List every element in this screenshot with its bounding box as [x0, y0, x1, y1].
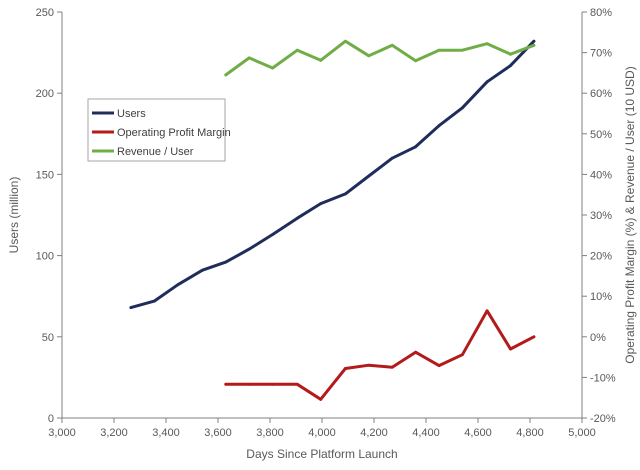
data-point-users — [532, 39, 536, 43]
data-point-operating-profit-margin — [367, 363, 371, 367]
x-tick-label: 4,800 — [516, 427, 544, 439]
y-tick-label: 150 — [36, 169, 54, 181]
data-point-users — [344, 192, 347, 196]
data-point-users — [271, 233, 274, 236]
y-tick-label: 200 — [36, 88, 54, 100]
data-point-operating-profit-margin — [461, 353, 464, 357]
data-point-operating-profit-margin — [224, 382, 228, 386]
data-point-users — [201, 268, 204, 272]
data-point-users — [485, 80, 489, 84]
data-point-users — [461, 106, 464, 110]
data-point-operating-profit-margin — [295, 382, 299, 386]
data-point-operating-profit-margin — [319, 397, 323, 401]
data-point-revenue-user — [344, 39, 347, 43]
data-point-revenue-user — [414, 59, 417, 63]
data-point-operating-profit-margin — [390, 365, 394, 369]
data-point-users — [437, 124, 441, 128]
data-point-users — [176, 283, 180, 287]
x-tick-label: 3,000 — [48, 427, 76, 439]
y2-tick-label: 80% — [590, 7, 612, 19]
data-point-revenue-user — [437, 48, 441, 52]
data-point-operating-profit-margin — [344, 367, 347, 370]
data-point-operating-profit-margin — [414, 350, 417, 354]
axes: 3,000 3,200 3,400 3,600 3,800 4,000 4,200 4,400… — [36, 7, 616, 439]
data-point-revenue-user — [390, 43, 394, 47]
data-point-users — [224, 260, 228, 264]
data-point-revenue-user — [532, 43, 536, 47]
y-tick-label: 50 — [42, 332, 54, 344]
data-point-revenue-user — [319, 58, 323, 62]
series-line-operating-profit-margin — [224, 309, 536, 401]
data-point-users — [295, 216, 299, 220]
x-tick-label: 4,400 — [412, 427, 440, 439]
data-point-users — [247, 247, 251, 251]
series-line-revenue-user — [224, 39, 536, 77]
y2-tick-label: 70% — [590, 48, 612, 60]
series-layer — [129, 39, 536, 401]
data-point-revenue-user — [367, 54, 371, 58]
legend-label-revenue-user: Revenue / User — [117, 146, 194, 158]
data-point-revenue-user — [224, 73, 228, 77]
data-point-users — [129, 306, 133, 309]
data-point-users — [414, 145, 417, 149]
y-tick-label: 0 — [48, 413, 54, 425]
legend: Users Operating Profit Margin Revenue / Us… — [87, 98, 231, 162]
y2-tick-label: -10% — [590, 372, 616, 384]
data-point-operating-profit-margin — [509, 347, 512, 351]
y-axis-title: Users (million) — [7, 177, 21, 254]
legend-label-operating-profit-margin: Operating Profit Margin — [117, 127, 231, 139]
data-point-operating-profit-margin — [532, 335, 536, 339]
x-tick-label: 4,600 — [464, 427, 492, 439]
data-point-revenue-user — [295, 48, 299, 52]
data-point-revenue-user — [461, 48, 464, 52]
y2-tick-label: 10% — [590, 291, 612, 303]
y2-tick-label: 0% — [590, 332, 606, 344]
y2-axis-title: Operating Profit Margin (%) & Revenue / … — [623, 66, 637, 363]
y-tick-label: 250 — [36, 7, 54, 19]
y2-tick-label: 20% — [590, 251, 612, 263]
x-tick-label: 5,000 — [568, 427, 596, 439]
data-point-revenue-user — [247, 56, 251, 60]
data-point-operating-profit-margin — [271, 382, 274, 386]
data-point-users — [319, 202, 323, 206]
x-tick-label: 3,800 — [256, 427, 284, 439]
y2-tick-label: 40% — [590, 169, 612, 181]
data-point-revenue-user — [485, 42, 489, 46]
data-point-operating-profit-margin — [247, 382, 251, 386]
data-point-users — [509, 64, 512, 67]
data-point-users — [390, 156, 394, 160]
data-point-operating-profit-margin — [485, 309, 489, 313]
y2-tick-label: 50% — [590, 129, 612, 141]
x-tick-label: 3,600 — [204, 427, 232, 439]
y-tick-label: 100 — [36, 251, 54, 263]
data-point-revenue-user — [271, 66, 274, 70]
x-tick-label: 3,400 — [152, 427, 180, 439]
x-tick-label: 4,200 — [360, 427, 388, 439]
data-point-users — [152, 299, 156, 303]
x-tick-label: 3,200 — [100, 427, 128, 439]
x-tick-label: 4,000 — [308, 427, 336, 439]
y2-tick-label: 30% — [590, 210, 612, 222]
data-point-revenue-user — [509, 52, 512, 56]
y2-tick-label: 60% — [590, 88, 612, 100]
data-point-operating-profit-margin — [437, 364, 441, 368]
series-line-users — [129, 39, 536, 310]
legend-label-users: Users — [117, 108, 146, 120]
x-axis-title: Days Since Platform Launch — [246, 447, 397, 461]
y2-tick-label: -20% — [590, 413, 616, 425]
data-point-users — [367, 174, 371, 178]
